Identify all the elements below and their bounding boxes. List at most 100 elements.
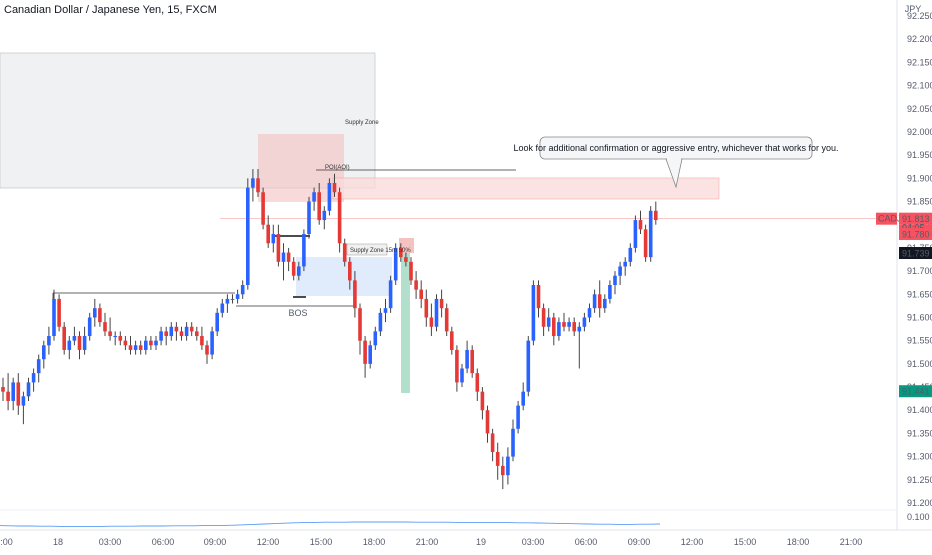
candle-body[interactable]	[31, 373, 36, 383]
candle-body[interactable]	[276, 233, 281, 262]
price-axis-panel[interactable]	[897, 0, 932, 550]
candle-body[interactable]	[133, 345, 138, 350]
demand-zone-box[interactable]	[296, 257, 392, 296]
stop-zone-box[interactable]	[399, 238, 414, 253]
candle-body[interactable]	[312, 192, 316, 202]
candle-body[interactable]	[613, 275, 617, 286]
candle-body[interactable]	[297, 266, 301, 276]
candle-body[interactable]	[169, 326, 174, 337]
candle-body[interactable]	[184, 326, 189, 337]
candle-body[interactable]	[603, 298, 607, 309]
candle-body[interactable]	[93, 308, 97, 318]
candle-body[interactable]	[368, 345, 372, 364]
candle-body[interactable]	[531, 285, 536, 341]
candle-body[interactable]	[67, 340, 72, 350]
candle-body[interactable]	[378, 312, 383, 332]
candle-body[interactable]	[393, 247, 398, 281]
candle-body[interactable]	[327, 182, 332, 211]
candle-body[interactable]	[521, 391, 525, 406]
candle-body[interactable]	[256, 178, 260, 193]
candle-body[interactable]	[654, 210, 658, 221]
candle-body[interactable]	[1, 387, 5, 392]
candle-body[interactable]	[42, 345, 46, 360]
candle-body[interactable]	[470, 349, 474, 374]
candle-body[interactable]	[643, 229, 648, 258]
candle-body[interactable]	[261, 192, 265, 225]
candle-body[interactable]	[358, 308, 362, 341]
candle-body[interactable]	[618, 266, 622, 276]
candle-body[interactable]	[582, 317, 587, 327]
candle-body[interactable]	[592, 294, 597, 309]
candle-body[interactable]	[317, 192, 321, 221]
candle-body[interactable]	[225, 298, 230, 304]
candle-body[interactable]	[506, 456, 510, 476]
candle-body[interactable]	[434, 298, 439, 327]
candle-body[interactable]	[424, 298, 429, 318]
candle-body[interactable]	[501, 465, 505, 476]
candle-body[interactable]	[516, 405, 520, 429]
candle-body[interactable]	[164, 331, 168, 337]
candle-body[interactable]	[291, 261, 296, 276]
candle-body[interactable]	[460, 368, 464, 383]
candle-body[interactable]	[373, 331, 378, 346]
candle-body[interactable]	[281, 252, 286, 262]
candle-body[interactable]	[11, 382, 15, 401]
candle-body[interactable]	[419, 289, 423, 299]
candle-body[interactable]	[200, 336, 204, 346]
candle-body[interactable]	[562, 322, 566, 327]
candle-body[interactable]	[179, 331, 184, 337]
candle-body[interactable]	[103, 322, 107, 332]
candle-body[interactable]	[485, 410, 490, 434]
candle-body[interactable]	[113, 336, 117, 338]
candle-body[interactable]	[174, 326, 179, 332]
candle-body[interactable]	[128, 345, 133, 350]
candle-body[interactable]	[608, 285, 612, 299]
candle-body[interactable]	[230, 298, 235, 300]
candle-body[interactable]	[348, 261, 352, 281]
candle-body[interactable]	[189, 326, 194, 332]
candle-body[interactable]	[138, 345, 143, 350]
candle-body[interactable]	[240, 285, 245, 295]
candle-body[interactable]	[490, 433, 495, 452]
candle-body[interactable]	[577, 326, 582, 332]
candle-body[interactable]	[47, 336, 51, 346]
candle-body[interactable]	[149, 340, 153, 346]
candle-body[interactable]	[363, 340, 367, 364]
candle-body[interactable]	[450, 331, 454, 350]
candle-body[interactable]	[633, 220, 638, 248]
candle-body[interactable]	[205, 345, 209, 355]
candle-body[interactable]	[77, 336, 82, 350]
candle-body[interactable]	[220, 303, 225, 313]
candle-body[interactable]	[399, 247, 403, 258]
candle-body[interactable]	[108, 331, 112, 337]
candle-body[interactable]	[648, 210, 653, 258]
candle-body[interactable]	[628, 247, 633, 262]
candle-body[interactable]	[587, 308, 592, 318]
candle-body[interactable]	[16, 382, 21, 406]
long-position-box[interactable]	[401, 253, 410, 393]
candle-body[interactable]	[409, 261, 413, 281]
candle-body[interactable]	[546, 317, 551, 327]
candle-body[interactable]	[21, 396, 26, 406]
candle-body[interactable]	[511, 428, 515, 457]
candle-body[interactable]	[337, 192, 342, 244]
candle-body[interactable]	[552, 317, 556, 337]
candle-body[interactable]	[439, 298, 444, 309]
candle-body[interactable]	[87, 317, 92, 337]
candle-body[interactable]	[154, 340, 158, 346]
candle-body[interactable]	[322, 210, 327, 221]
candle-body[interactable]	[638, 220, 643, 230]
candle-body[interactable]	[302, 233, 306, 267]
candle-body[interactable]	[475, 373, 480, 392]
candle-body[interactable]	[353, 280, 357, 309]
candle-body[interactable]	[455, 349, 459, 383]
candle-body[interactable]	[286, 252, 291, 262]
candle-body[interactable]	[82, 336, 87, 350]
candle-body[interactable]	[118, 336, 123, 341]
candle-body[interactable]	[62, 326, 66, 350]
candle-body[interactable]	[6, 391, 10, 401]
candle-body[interactable]	[480, 391, 485, 411]
candle-body[interactable]	[332, 182, 337, 193]
candle-body[interactable]	[414, 280, 418, 290]
